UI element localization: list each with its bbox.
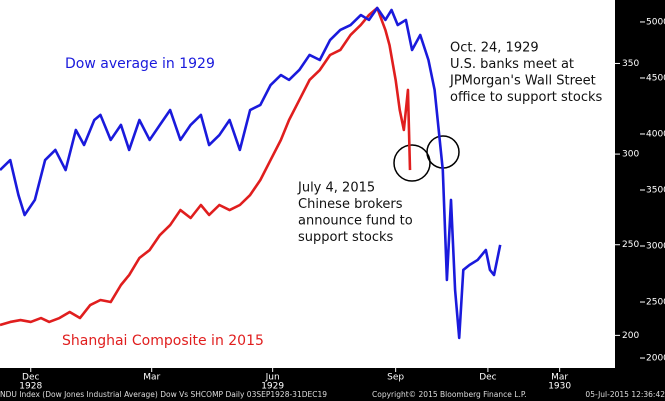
annotation: announce fund to — [298, 214, 413, 229]
x-tick-label: Mar — [551, 373, 568, 383]
annotation: support stocks — [298, 230, 394, 245]
y-tick-label: 250 — [622, 240, 639, 250]
x-year-label: 1930 — [548, 382, 571, 392]
y-tick-label: 200 — [622, 331, 639, 341]
y2-tick-label: 2000 — [646, 354, 665, 364]
y2-tick-label: 3500 — [646, 185, 665, 195]
annotation: U.S. banks meet at — [450, 57, 574, 72]
y2-tick-label: 4500 — [646, 73, 665, 83]
x-tick-label: Dec — [479, 373, 496, 383]
y2-tick-label: 2500 — [646, 298, 665, 308]
footer-text: 05-Jul-2015 12:36:42 — [585, 390, 665, 399]
footer-text: NDU Index (Dow Jones Industrial Average)… — [0, 390, 327, 399]
annotation: office to support stocks — [450, 90, 603, 105]
legend-entry: Shanghai Composite in 2015 — [62, 333, 264, 349]
x-year-label: 1929 — [261, 382, 284, 392]
x-year-label: 1928 — [19, 382, 42, 392]
legend-entry: Dow average in 1929 — [65, 56, 215, 72]
y2-tick-label: 4000 — [646, 129, 665, 139]
x-tick-label: Dec — [22, 373, 39, 383]
annotation: Chinese brokers — [298, 197, 403, 212]
y-tick-label: 350 — [622, 59, 639, 69]
y-tick-label: 300 — [622, 150, 639, 160]
footer-text: Copyright© 2015 Bloomberg Finance L.P. — [372, 390, 527, 399]
annotation: July 4, 2015 — [297, 181, 375, 196]
series-line — [0, 6, 502, 340]
y2-tick-label: 5000 — [646, 17, 665, 27]
x-tick-label: Mar — [143, 373, 160, 383]
series-line — [0, 6, 412, 327]
x-tick-label: Jun — [265, 373, 280, 383]
x-tick-label: Sep — [387, 373, 404, 383]
y2-tick-label: 3000 — [646, 242, 665, 252]
annotation: JPMorgan's Wall Street — [449, 74, 596, 89]
annotation: Oct. 24, 1929 — [450, 41, 539, 56]
plot-area — [0, 0, 615, 368]
highlight-circle — [393, 144, 431, 182]
